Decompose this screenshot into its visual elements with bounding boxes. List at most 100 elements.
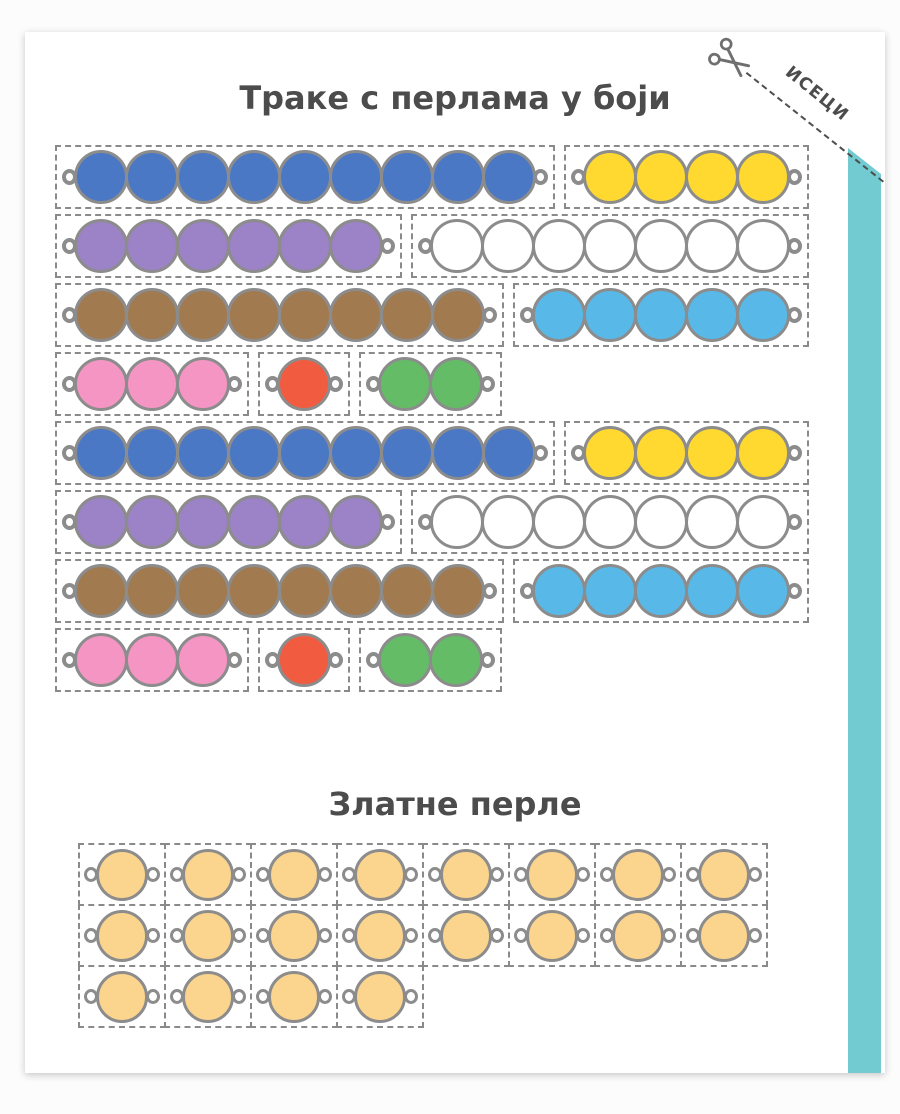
- bead-golden: [440, 848, 492, 901]
- strip-row: [55, 145, 809, 209]
- scissors-icon: [700, 29, 762, 91]
- bead-yellow: [634, 426, 688, 480]
- bead-strip-brown-8: [55, 283, 504, 347]
- strip-hook-icon: [490, 867, 504, 882]
- bead-yellow: [685, 426, 739, 480]
- bead-strip-pink-3: [55, 352, 249, 416]
- bead-brown: [176, 564, 230, 618]
- page-edge-accent: [848, 148, 881, 1073]
- bead-light_blue: [634, 288, 688, 342]
- bead-white: [736, 219, 790, 273]
- bead-brown: [380, 564, 434, 618]
- golden-bead-cell: [336, 965, 424, 1028]
- bead-purple: [176, 495, 230, 549]
- bead-purple: [176, 219, 230, 273]
- golden-bead-cell: [336, 904, 424, 967]
- strip-hook-icon: [404, 867, 418, 882]
- bead-blue: [380, 426, 434, 480]
- bead-strip-green-2: [359, 352, 502, 416]
- strip-hook-icon: [318, 928, 332, 943]
- bead-blue: [482, 426, 536, 480]
- bead-strip-red-1: [258, 628, 350, 692]
- golden-bead-cell: [78, 843, 166, 906]
- bead-red: [277, 633, 331, 687]
- bead-yellow: [583, 426, 637, 480]
- bead-brown: [278, 288, 332, 342]
- bead-golden: [354, 848, 406, 901]
- bead-strip-green-2: [359, 628, 502, 692]
- bead-purple: [125, 495, 179, 549]
- bead-purple: [74, 495, 128, 549]
- bead-brown: [431, 564, 485, 618]
- bead-golden: [268, 909, 320, 962]
- bead-strip-white-7: [411, 490, 809, 554]
- bead-white: [685, 495, 739, 549]
- strip-row: [55, 214, 809, 278]
- bead-purple: [278, 495, 332, 549]
- bead-brown: [227, 564, 281, 618]
- strip-hook-icon: [146, 989, 160, 1004]
- golden-bead-cell: [680, 843, 768, 906]
- bead-light_blue: [532, 564, 586, 618]
- strip-row: [55, 283, 809, 347]
- strip-hook-icon: [318, 867, 332, 882]
- bead-strip-pink-3: [55, 628, 249, 692]
- bead-blue: [380, 150, 434, 204]
- strip-row: [55, 559, 809, 623]
- bead-golden: [440, 909, 492, 962]
- bead-golden: [96, 848, 148, 901]
- bead-yellow: [634, 150, 688, 204]
- bead-golden: [526, 848, 578, 901]
- bead-light_blue: [685, 564, 739, 618]
- bead-white: [481, 219, 535, 273]
- bead-golden: [526, 909, 578, 962]
- bead-strip-purple-6: [55, 214, 402, 278]
- bead-brown: [380, 288, 434, 342]
- bead-green: [378, 357, 432, 411]
- strip-hook-icon: [662, 928, 676, 943]
- bead-brown: [329, 564, 383, 618]
- golden-bead-cell: [78, 965, 166, 1028]
- bead-white: [430, 495, 484, 549]
- strip-row: [55, 490, 809, 554]
- strip-row: [55, 628, 809, 692]
- golden-bead-cell: [594, 843, 682, 906]
- bead-golden: [96, 970, 148, 1023]
- bead-pink: [176, 633, 230, 687]
- strip-hook-icon: [662, 867, 676, 882]
- bead-white: [583, 495, 637, 549]
- bead-yellow: [685, 150, 739, 204]
- bead-light_blue: [532, 288, 586, 342]
- bead-brown: [176, 288, 230, 342]
- golden-bead-cell: [422, 843, 510, 906]
- strip-hook-icon: [576, 867, 590, 882]
- bead-golden: [612, 909, 664, 962]
- strip-rows: [55, 145, 809, 697]
- bead-purple: [278, 219, 332, 273]
- bead-strip-brown-8: [55, 559, 504, 623]
- bead-brown: [329, 288, 383, 342]
- bead-brown: [74, 288, 128, 342]
- strip-hook-icon: [146, 867, 160, 882]
- bead-purple: [329, 495, 383, 549]
- bead-purple: [74, 219, 128, 273]
- bead-blue: [278, 426, 332, 480]
- golden-row: [78, 843, 768, 906]
- golden-row: [78, 965, 768, 1028]
- bead-yellow: [736, 150, 790, 204]
- bead-golden: [354, 970, 406, 1023]
- strip-hook-icon: [490, 928, 504, 943]
- bead-golden: [698, 848, 750, 901]
- golden-bead-cell: [164, 843, 252, 906]
- bead-green: [378, 633, 432, 687]
- strip-hook-icon: [404, 928, 418, 943]
- bead-brown: [227, 288, 281, 342]
- bead-white: [685, 219, 739, 273]
- bead-light_blue: [685, 288, 739, 342]
- bead-light_blue: [736, 564, 790, 618]
- golden-bead-cell: [250, 904, 338, 967]
- golden-bead-cell: [336, 843, 424, 906]
- bead-golden: [612, 848, 664, 901]
- golden-title: Златне перле: [328, 785, 582, 823]
- bead-blue: [431, 426, 485, 480]
